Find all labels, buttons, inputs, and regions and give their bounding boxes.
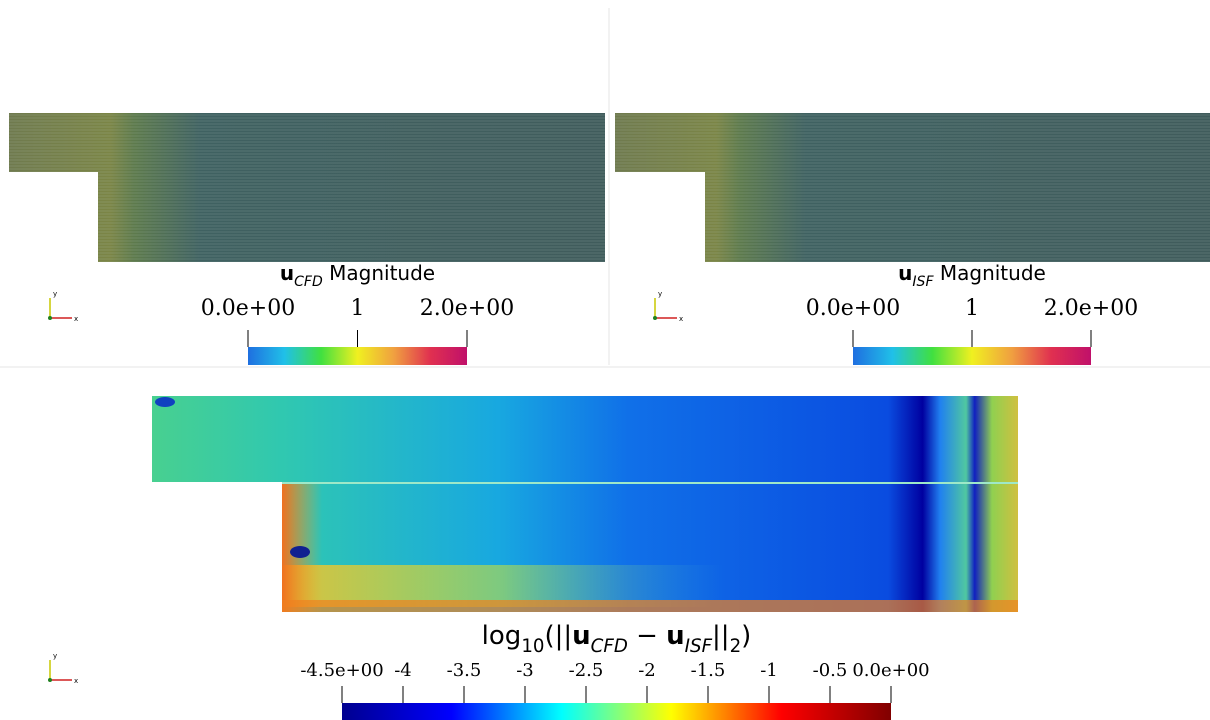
title-part: CFD [294, 274, 323, 290]
axis-z [653, 316, 657, 320]
orientation-axes: yx [653, 290, 683, 323]
tick-label: 1 [351, 296, 365, 321]
tick-label: -2.5 [569, 660, 604, 681]
orientation-axes: yx [48, 652, 78, 685]
error-field [152, 396, 1018, 612]
tick-label: -1 [760, 660, 778, 681]
flow-field [615, 113, 1210, 262]
tick-label: -2 [638, 660, 656, 681]
tick-label: -0.5 [813, 660, 848, 681]
tick-label: 2.0e+00 [420, 296, 514, 321]
axis-z [48, 678, 52, 682]
title-part: || [712, 621, 730, 651]
axis-label: y [53, 652, 57, 660]
tick-label: -4 [394, 660, 412, 681]
title-part: 2 [730, 636, 742, 657]
title-part: − [628, 621, 666, 651]
tick-label: 2.0e+00 [1044, 296, 1138, 321]
tick-label: 0.0e+00 [806, 296, 900, 321]
axis-label: y [53, 290, 57, 298]
axis-label: y [658, 290, 662, 298]
tick-label: 0.0e+00 [201, 296, 295, 321]
orientation-axes: yx [48, 290, 78, 323]
axis-z [48, 316, 52, 320]
title-part: log [482, 621, 522, 651]
title-part: ISF [912, 274, 934, 290]
colorbar [342, 703, 891, 720]
title-part: u [666, 621, 685, 651]
tick-label: -3 [516, 660, 534, 681]
title-part: CFD [591, 636, 628, 657]
tick-label: -1.5 [691, 660, 726, 681]
title-part: u [280, 261, 294, 285]
colorbar-title: uCFD Magnitude [280, 261, 435, 291]
axis-label: x [74, 315, 78, 323]
title-part: Magnitude [934, 261, 1046, 285]
colorbar-title: log10(||uCFD − uISF||2) [482, 621, 752, 657]
title-part: ) [741, 621, 751, 651]
title-part: (|| [544, 621, 572, 651]
tick-label: -4.5e+00 [300, 660, 383, 681]
flow-field [9, 113, 605, 262]
title-part: ISF [685, 636, 713, 657]
tick-label: -3.5 [447, 660, 482, 681]
axis-label: x [679, 315, 683, 323]
title-part: u [898, 261, 912, 285]
title-part: u [572, 621, 591, 651]
axis-label: x [74, 677, 78, 685]
tick-label: 0.0e+00 [852, 660, 929, 681]
tick-label: 1 [965, 296, 979, 321]
title-part: 10 [521, 636, 544, 657]
colorbar [853, 347, 1091, 365]
colorbar [248, 347, 467, 365]
colorbar-title: uISF Magnitude [898, 261, 1046, 291]
title-part: Magnitude [323, 261, 435, 285]
